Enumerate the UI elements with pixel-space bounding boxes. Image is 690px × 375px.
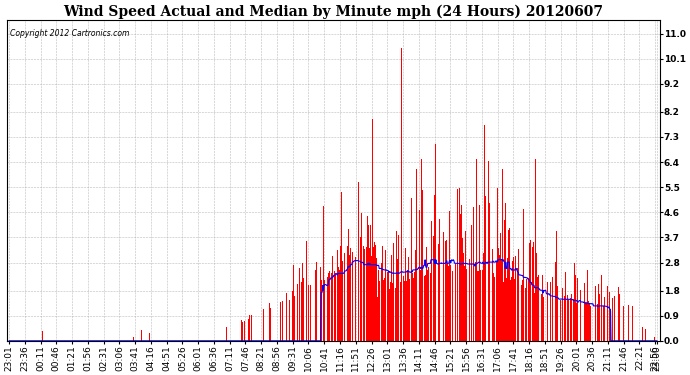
Text: Copyright 2012 Cartronics.com: Copyright 2012 Cartronics.com (10, 29, 130, 38)
Title: Wind Speed Actual and Median by Minute mph (24 Hours) 20120607: Wind Speed Actual and Median by Minute m… (63, 4, 603, 18)
